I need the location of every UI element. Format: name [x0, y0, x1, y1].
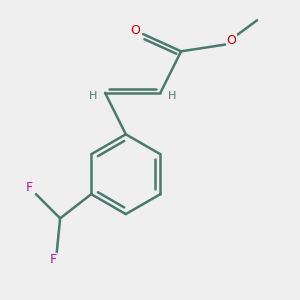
Text: O: O — [226, 34, 236, 47]
Text: O: O — [130, 24, 140, 37]
Text: F: F — [50, 253, 57, 266]
Text: H: H — [89, 91, 98, 101]
Text: F: F — [26, 181, 33, 194]
Text: H: H — [168, 91, 176, 101]
